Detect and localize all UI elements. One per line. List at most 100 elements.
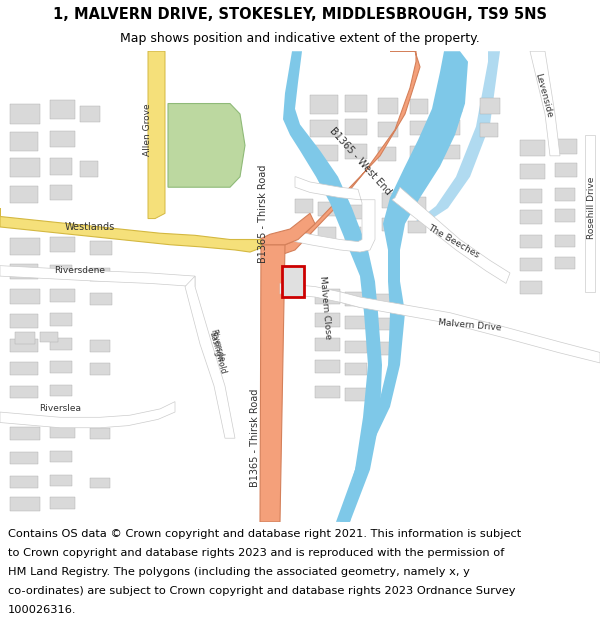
Polygon shape	[585, 135, 595, 292]
Text: Allen Grove: Allen Grove	[143, 103, 152, 156]
Bar	[345, 119, 367, 135]
Bar	[315, 312, 340, 328]
Text: Map shows position and indicative extent of the property.: Map shows position and indicative extent…	[120, 32, 480, 45]
Bar	[10, 289, 40, 304]
Bar	[520, 189, 542, 203]
Bar	[345, 227, 361, 239]
Text: HM Land Registry. The polygons (including the associated geometry, namely x, y: HM Land Registry. The polygons (includin…	[8, 568, 470, 578]
Bar	[50, 312, 72, 326]
Bar	[520, 210, 542, 224]
Bar	[345, 341, 367, 354]
Text: The Beeches: The Beeches	[425, 223, 481, 260]
Bar	[295, 199, 313, 213]
Bar	[10, 339, 38, 352]
Bar	[10, 497, 40, 511]
Polygon shape	[260, 245, 285, 522]
Bar	[50, 264, 72, 278]
Text: B1365 - West End: B1365 - West End	[327, 126, 393, 197]
Bar	[345, 316, 367, 329]
Bar	[345, 388, 367, 401]
Bar	[480, 123, 498, 137]
Bar	[440, 120, 460, 135]
Bar	[310, 146, 338, 161]
Bar	[50, 238, 75, 252]
Bar	[345, 205, 363, 219]
Bar	[408, 221, 426, 233]
Text: Easingwold: Easingwold	[207, 330, 227, 374]
Bar	[315, 289, 340, 304]
Bar	[10, 476, 38, 488]
Polygon shape	[168, 104, 245, 188]
Bar	[375, 342, 393, 354]
Text: Malvern Drive: Malvern Drive	[438, 318, 502, 332]
Bar	[90, 268, 110, 281]
Bar	[90, 340, 110, 352]
Bar	[520, 140, 545, 156]
Bar	[520, 281, 542, 294]
Bar	[480, 98, 500, 114]
Bar	[90, 478, 110, 488]
Text: Westlands: Westlands	[65, 222, 115, 232]
Bar	[310, 95, 338, 114]
Bar	[295, 225, 311, 238]
Polygon shape	[0, 208, 261, 252]
Bar	[50, 289, 75, 302]
Bar	[50, 426, 75, 438]
Text: Riversdene: Riversdene	[55, 266, 106, 276]
Text: Riversde...: Riversde...	[208, 329, 227, 370]
Bar	[382, 194, 402, 208]
Text: Rosehill Drive: Rosehill Drive	[587, 177, 596, 239]
Bar	[10, 186, 38, 203]
Bar	[50, 185, 72, 200]
Bar	[318, 202, 338, 216]
Text: Levenside: Levenside	[533, 72, 553, 119]
Bar	[318, 227, 336, 239]
Text: B1365 - Thirsk Road: B1365 - Thirsk Road	[250, 389, 260, 488]
Polygon shape	[283, 51, 382, 522]
Bar	[378, 122, 398, 137]
Bar	[555, 163, 577, 177]
Bar	[345, 292, 367, 306]
Bar	[310, 120, 338, 137]
Bar	[410, 121, 428, 135]
Polygon shape	[340, 292, 600, 363]
Bar	[10, 158, 40, 177]
Text: to Crown copyright and database rights 2023 and is reproduced with the permissio: to Crown copyright and database rights 2…	[8, 548, 504, 558]
Bar	[282, 266, 304, 297]
Bar	[50, 475, 72, 486]
Bar	[410, 99, 428, 114]
Text: 1, MALVERN DRIVE, STOKESLEY, MIDDLESBROUGH, TS9 5NS: 1, MALVERN DRIVE, STOKESLEY, MIDDLESBROU…	[53, 7, 547, 22]
Bar	[50, 338, 72, 351]
Bar	[50, 361, 72, 373]
Bar	[90, 293, 112, 306]
Polygon shape	[286, 177, 375, 252]
Bar	[375, 294, 395, 308]
Polygon shape	[412, 51, 500, 224]
Bar	[345, 144, 367, 159]
Bar	[345, 95, 367, 112]
Polygon shape	[280, 283, 360, 308]
Bar	[382, 217, 402, 231]
Bar	[520, 236, 542, 248]
Polygon shape	[340, 51, 468, 522]
Bar	[50, 131, 75, 148]
Bar	[408, 197, 426, 210]
Bar	[10, 104, 40, 124]
Bar	[90, 428, 110, 439]
Bar	[378, 98, 398, 114]
Bar	[80, 106, 100, 122]
Bar	[50, 497, 75, 509]
Bar	[315, 360, 340, 373]
Bar	[555, 188, 575, 201]
Bar	[520, 164, 545, 179]
Bar	[10, 239, 40, 255]
Polygon shape	[0, 402, 175, 428]
Polygon shape	[0, 266, 195, 286]
Bar	[10, 386, 38, 399]
Bar	[555, 258, 575, 269]
Bar	[315, 386, 340, 399]
Polygon shape	[270, 51, 420, 255]
Bar	[50, 451, 72, 462]
Text: B1365 - Thirsk Road: B1365 - Thirsk Road	[258, 164, 268, 262]
Bar	[10, 452, 38, 464]
